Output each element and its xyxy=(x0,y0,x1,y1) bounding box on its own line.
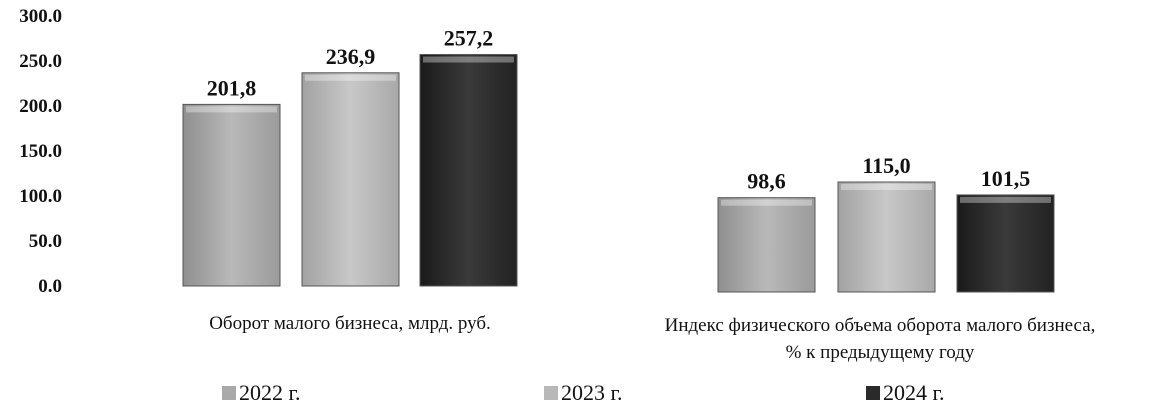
bar xyxy=(956,194,1055,293)
y-tick-label: 150.0 xyxy=(19,141,62,162)
bar-highlight xyxy=(423,56,514,63)
bar xyxy=(182,103,281,287)
y-tick-label: 250.0 xyxy=(19,51,62,72)
bar-chart: 0.0 50.0 100.0 150.0 200.0 250.0 300.0 201,8 236… xyxy=(19,6,1096,363)
bar-highlight xyxy=(841,184,932,190)
legend-swatch-2022 xyxy=(222,386,236,400)
data-label: 98,6 xyxy=(747,169,786,194)
legend-label-2024: 2024 г. xyxy=(883,380,945,405)
bar-highlight xyxy=(186,106,277,113)
bar xyxy=(717,197,816,293)
legend-swatch-2024 xyxy=(866,386,880,400)
data-label: 236,9 xyxy=(326,44,376,69)
bar xyxy=(301,72,400,287)
bar-highlight xyxy=(305,74,396,81)
legend-item-2024: 2024 г. xyxy=(866,380,945,406)
data-label: 257,2 xyxy=(444,26,494,51)
data-label: 201,8 xyxy=(207,75,257,100)
category-label: Индекс физического объема оборота малого… xyxy=(665,315,1096,336)
legend-swatch-2023 xyxy=(544,386,558,400)
y-tick-label: 0.0 xyxy=(38,276,62,297)
legend-item-2023: 2023 г. xyxy=(544,380,623,406)
y-tick-label: 200.0 xyxy=(19,96,62,117)
bar-highlight xyxy=(960,196,1051,203)
legend-label-2023: 2023 г. xyxy=(561,380,623,405)
category-label: % к предыдущему году xyxy=(786,342,975,363)
bar xyxy=(419,54,518,287)
bar xyxy=(837,181,936,293)
legend-item-2022: 2022 г. xyxy=(222,380,301,406)
data-label: 101,5 xyxy=(981,166,1031,191)
y-tick-label: 300.0 xyxy=(19,6,62,27)
y-tick-label: 100.0 xyxy=(19,186,62,207)
category-label: Оборот малого бизнеса, млрд. руб. xyxy=(209,313,491,334)
legend-label-2022: 2022 г. xyxy=(239,380,301,405)
y-tick-label: 50.0 xyxy=(29,231,62,252)
data-label: 115,0 xyxy=(862,153,910,178)
bar-highlight xyxy=(721,199,812,206)
